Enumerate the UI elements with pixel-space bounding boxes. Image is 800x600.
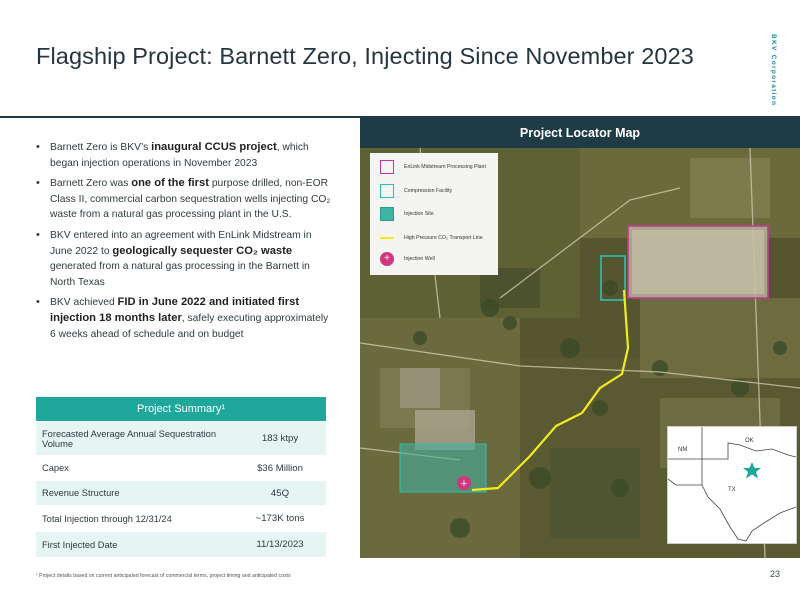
- bullet-text: , safely executing approximately 6 weeks…: [50, 312, 329, 340]
- row-label: Total Injection through 12/31/24: [42, 513, 172, 524]
- header: [0, 0, 800, 118]
- legend-item: EnLink Midstream Processing Plant: [380, 160, 486, 174]
- bullet-highlight: geologically sequester CO₂ waste: [112, 244, 293, 257]
- bullet-text: purpose drilled, non-EOR Class II, comme…: [50, 178, 331, 221]
- injection-site-swatch: [380, 207, 394, 221]
- bullet-text: Barnett Zero was: [50, 178, 132, 190]
- bullet-highlight: one of the first: [131, 177, 209, 190]
- header-divider: [0, 116, 800, 118]
- page-title: Flagship Project: Barnett Zero, Injectin…: [36, 43, 694, 69]
- map-legend: EnLink Midstream Processing Plant Compre…: [370, 153, 498, 275]
- bullet-list: Barnett Zero is BKV’s inaugural CCUS pro…: [36, 140, 336, 347]
- bullet-highlight: inaugural CCUS project: [151, 141, 277, 153]
- texas-outline: [667, 427, 797, 542]
- table-row: Total Injection through 12/31/24 ~173K t…: [36, 505, 326, 531]
- row-label: Capex: [42, 463, 69, 473]
- legend-item: High Pressure CO₂ Transport Line: [380, 232, 483, 244]
- tx-label: TX: [728, 487, 736, 493]
- compression-facility-swatch: [380, 184, 394, 198]
- legend-label: High Pressure CO₂ Transport Line: [404, 235, 483, 241]
- legend-item: Compression Facility: [380, 184, 453, 198]
- row-value: ~173K tons: [255, 513, 305, 524]
- legend-label: EnLink Midstream Processing Plant: [404, 164, 486, 170]
- legend-label: Compression Facility: [404, 188, 453, 194]
- bullet-item: BKV entered into an agreement with EnLin…: [36, 228, 336, 290]
- bullet-text: Barnett Zero is BKV’s: [50, 142, 152, 153]
- bullet-item: Barnett Zero was one of the first purpos…: [36, 176, 336, 223]
- legend-item: + Injection Well: [380, 252, 435, 266]
- bullet-text: , which began injection operations in No…: [50, 142, 309, 169]
- row-label: First Injected Date: [42, 539, 118, 550]
- legend-label: Injection Site: [404, 211, 434, 217]
- row-label: Forecasted Average Annual Sequestration …: [42, 428, 217, 449]
- footnote: ¹ Project details based on current antic…: [36, 573, 291, 579]
- row-value: 45Q: [270, 487, 290, 499]
- ok-label: OK: [745, 438, 754, 444]
- bullet-text: BKV entered into an agreement with EnLin…: [50, 229, 312, 257]
- project-location-star: [743, 462, 761, 479]
- summary-title: Project Summary¹: [36, 397, 326, 421]
- table-row: Revenue Structure 45Q: [36, 480, 326, 505]
- corporate-label-text: BKV Corporation: [770, 34, 777, 107]
- bullet-text: generated from a natural gas processing …: [50, 261, 310, 288]
- bullet-item: BKV achieved FID in June 2022 and initia…: [36, 295, 336, 342]
- page-number: 23: [770, 569, 781, 579]
- pipeline-swatch: [380, 237, 394, 239]
- row-label: Revenue Structure: [42, 488, 120, 498]
- project-summary-table: Project Summary¹ Forecasted Average Annu…: [36, 397, 326, 557]
- table-row: Capex $36 Million: [36, 455, 326, 480]
- legend-item: Injection Site: [380, 207, 434, 221]
- bullet-highlight: FID in June 2022 and initiated first inj…: [50, 296, 300, 324]
- row-value: 183 ktpy: [261, 433, 299, 444]
- processing-plant-swatch: [380, 160, 394, 174]
- nm-label: NM: [678, 447, 688, 453]
- row-value: $36 Million: [257, 462, 303, 474]
- bullet-item: Barnett Zero is BKV’s inaugural CCUS pro…: [36, 140, 336, 171]
- bullet-text: BKV achieved: [50, 297, 118, 309]
- texas-inset-map: NM OK TX: [667, 426, 797, 544]
- svg-text:+: +: [461, 478, 467, 490]
- table-row: First Injected Date 11/13/2023: [36, 531, 326, 557]
- injection-well-icon: +: [380, 252, 394, 266]
- corporate-label: BKV Corporation: [770, 34, 784, 114]
- map-title: Project Locator Map: [519, 126, 641, 140]
- table-row: Forecasted Average Annual Sequestration …: [36, 421, 326, 455]
- row-value: 11/13/2023: [256, 539, 304, 550]
- legend-label: Injection Well: [404, 256, 435, 262]
